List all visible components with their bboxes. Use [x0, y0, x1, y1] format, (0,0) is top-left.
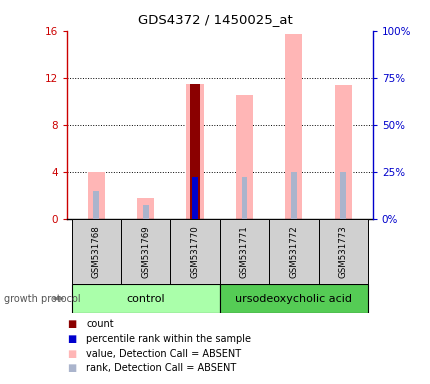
Bar: [318, 219, 367, 284]
Bar: [170, 219, 219, 284]
Text: count: count: [86, 319, 114, 329]
Text: ■: ■: [67, 363, 76, 373]
Bar: [186, 84, 203, 219]
Text: percentile rank within the sample: percentile rank within the sample: [86, 334, 251, 344]
Text: ursodeoxycholic acid: ursodeoxycholic acid: [235, 293, 352, 304]
Text: control: control: [126, 293, 165, 304]
Text: GSM531770: GSM531770: [190, 225, 199, 278]
Bar: [290, 172, 296, 219]
Text: GSM531773: GSM531773: [338, 225, 347, 278]
Bar: [235, 95, 252, 219]
Text: value, Detection Call = ABSENT: value, Detection Call = ABSENT: [86, 349, 241, 359]
Bar: [71, 284, 219, 313]
Bar: [219, 284, 367, 313]
Text: growth protocol: growth protocol: [4, 293, 81, 304]
Text: ■: ■: [67, 334, 76, 344]
Bar: [88, 172, 105, 219]
Bar: [190, 84, 200, 219]
Bar: [219, 219, 269, 284]
Bar: [339, 172, 345, 219]
Text: GSM531772: GSM531772: [289, 225, 298, 278]
Bar: [93, 191, 99, 219]
Bar: [137, 198, 154, 219]
Text: ■: ■: [67, 319, 76, 329]
Bar: [192, 177, 198, 219]
Text: rank, Detection Call = ABSENT: rank, Detection Call = ABSENT: [86, 363, 236, 373]
Bar: [142, 205, 148, 219]
Bar: [121, 219, 170, 284]
Text: GDS4372 / 1450025_at: GDS4372 / 1450025_at: [138, 13, 292, 26]
Bar: [269, 219, 318, 284]
Text: GSM531771: GSM531771: [240, 225, 249, 278]
Text: ■: ■: [67, 349, 76, 359]
Bar: [334, 85, 351, 219]
Text: GSM531769: GSM531769: [141, 225, 150, 278]
Text: GSM531768: GSM531768: [92, 225, 101, 278]
Bar: [241, 177, 247, 219]
Bar: [71, 219, 121, 284]
Bar: [285, 34, 302, 219]
